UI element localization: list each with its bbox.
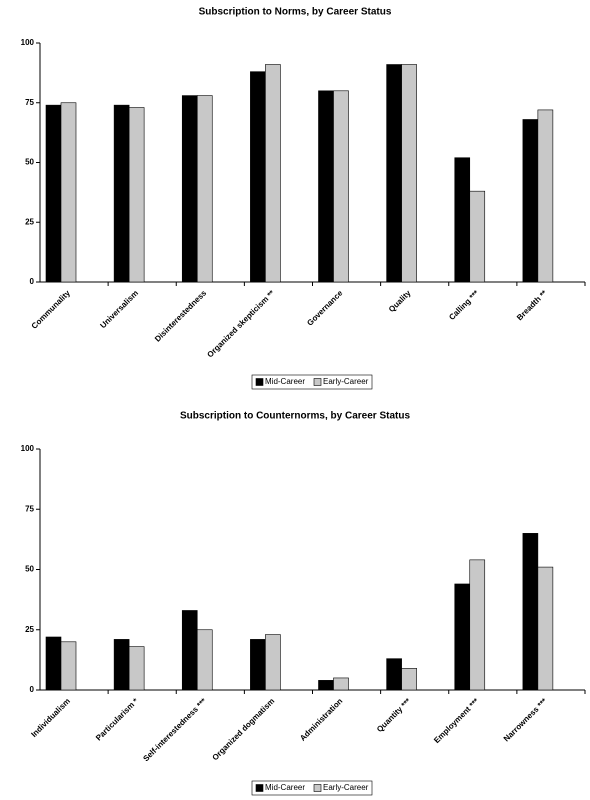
bar: [60, 641, 77, 691]
x-tick-label: Particularism *: [94, 696, 141, 743]
legend-label: Early-Career: [323, 377, 369, 386]
x-tick-label: Employment ***: [432, 696, 481, 745]
y-tick-label: 25: [25, 625, 34, 634]
bar: [386, 658, 402, 691]
bar: [454, 583, 471, 691]
legend-swatch: [255, 784, 264, 792]
bar: [181, 610, 198, 691]
x-tick-label: Organized skepticism **: [205, 288, 276, 359]
bar: [469, 559, 486, 691]
y-tick-label: 100: [21, 444, 35, 453]
bar: [45, 636, 62, 691]
y-tick-label: 0: [30, 685, 35, 694]
bar: [333, 677, 349, 691]
bar: [537, 109, 554, 283]
bar: [196, 95, 213, 283]
chart-title: Subscription to Counternorms, by Career …: [180, 411, 410, 422]
legend-swatch: [313, 378, 322, 386]
y-tick-label: 50: [25, 565, 34, 574]
bar: [128, 646, 145, 691]
bar: [113, 104, 130, 283]
x-tick-label: Organized dogmatism: [211, 697, 277, 763]
bar: [265, 64, 281, 283]
x-tick-label: Narrowness ***: [502, 696, 550, 744]
x-tick-label: Universalism: [98, 289, 140, 331]
bar: [522, 533, 539, 691]
y-tick-label: 50: [25, 158, 34, 167]
bar: [113, 639, 130, 691]
bar: [401, 668, 417, 691]
bar: [469, 190, 486, 283]
bar: [386, 64, 402, 283]
y-tick-label: 0: [30, 277, 35, 286]
x-tick-label: Calling ***: [447, 288, 481, 322]
bar: [250, 639, 266, 691]
legend-label: Early-Career: [323, 783, 369, 792]
y-tick-label: 75: [25, 504, 34, 513]
bar: [45, 104, 62, 283]
bar: [522, 119, 539, 283]
bar: [60, 102, 77, 283]
legend-frame: [251, 374, 373, 390]
chart-title: Subscription to Norms, by Career Status: [199, 7, 392, 18]
y-tick-label: 75: [25, 98, 34, 107]
x-tick-label: Breadth **: [515, 288, 549, 322]
x-tick-label: Administration: [298, 696, 344, 742]
x-tick-label: Governance: [305, 288, 344, 327]
bar: [401, 64, 417, 283]
x-tick-label: Self-interestedness ***: [141, 696, 208, 763]
legend-swatch: [255, 378, 264, 386]
bar: [454, 157, 471, 283]
legend-label: Mid-Career: [265, 377, 305, 386]
x-tick-label: Quality: [387, 288, 413, 314]
bar: [318, 680, 334, 691]
legend-label: Mid-Career: [265, 783, 305, 792]
bar: [128, 107, 145, 283]
bar: [181, 95, 198, 283]
bar: [333, 90, 349, 283]
legend-frame: [251, 780, 373, 796]
y-tick-label: 100: [21, 38, 35, 47]
bar: [265, 634, 281, 691]
bar: [537, 566, 554, 691]
x-tick-label: Disinterestedness: [153, 288, 208, 343]
bar: [318, 90, 334, 283]
bar: [196, 629, 213, 691]
x-tick-label: Individualism: [29, 697, 72, 740]
x-tick-label: Communality: [30, 288, 73, 331]
y-tick-label: 25: [25, 217, 34, 226]
legend-swatch: [313, 784, 322, 792]
bar: [250, 71, 266, 283]
x-tick-label: Quantity ***: [375, 696, 413, 734]
